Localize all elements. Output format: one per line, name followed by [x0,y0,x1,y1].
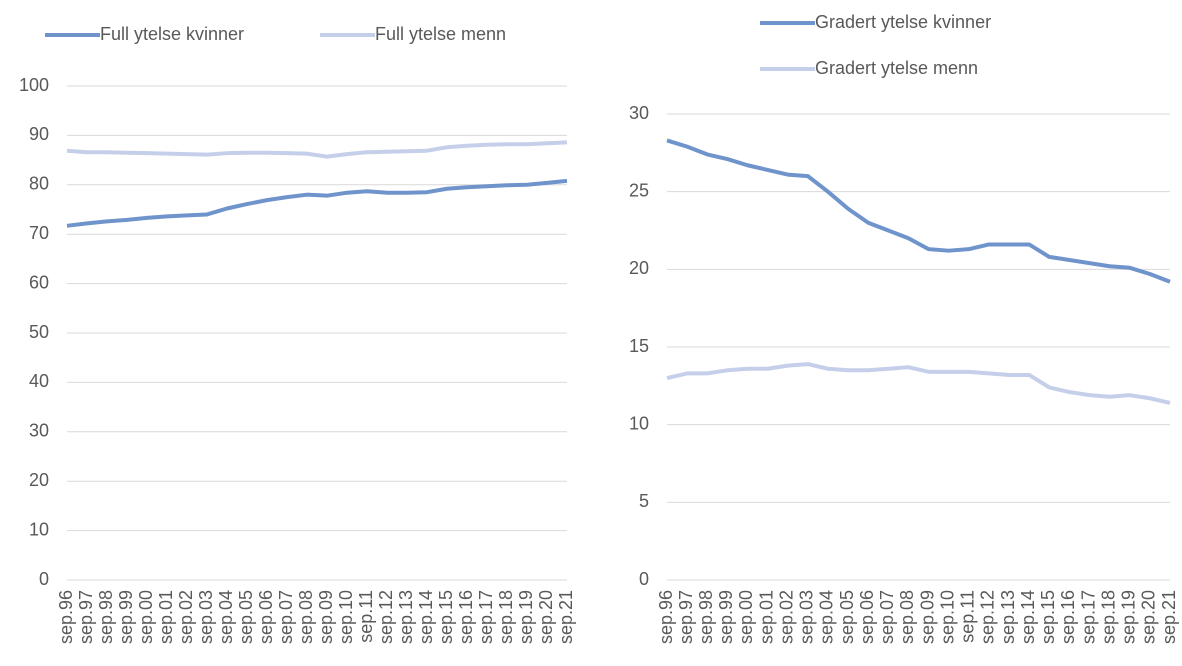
y-tick-label: 0 [39,569,49,589]
x-tick-label: sep.09 [316,590,336,644]
x-tick-label: sep.19 [516,590,536,644]
x-tick-label: sep.04 [817,590,837,644]
x-tick-label: sep.20 [536,590,556,644]
y-tick-label: 60 [29,272,49,292]
y-tick-label: 0 [639,569,649,589]
x-tick-label: sep.14 [1018,590,1038,644]
x-tick-label: sep.14 [416,590,436,644]
x-tick-label: sep.11 [356,590,376,643]
y-tick-label: 90 [29,124,49,144]
x-tick-label: sep.97 [676,590,696,644]
x-tick-label: sep.06 [857,590,877,644]
y-tick-label: 10 [629,413,649,433]
y-tick-label: 15 [629,336,649,356]
x-tick-label: sep.05 [837,590,857,644]
y-tick-label: 80 [29,174,49,194]
x-tick-label: sep.00 [736,590,756,644]
x-tick-label: sep.13 [998,590,1018,644]
x-tick-label: sep.16 [1058,590,1078,644]
x-tick-label: sep.10 [336,590,356,644]
x-tick-label: sep.06 [256,590,276,644]
x-tick-label: sep.20 [1139,590,1159,644]
x-tick-label: sep.21 [1159,590,1179,644]
x-tick-label: sep.10 [937,590,957,644]
x-tick-label: sep.99 [116,590,136,644]
legend-label: Gradert ytelse kvinner [815,12,991,32]
x-tick-label: sep.98 [96,590,116,644]
y-tick-label: 20 [29,470,49,490]
y-tick-label: 20 [629,258,649,278]
x-tick-label: sep.17 [476,590,496,644]
x-tick-label: sep.03 [196,590,216,644]
x-tick-label: sep.15 [436,590,456,644]
x-tick-label: sep.00 [136,590,156,644]
x-tick-label: sep.18 [1098,590,1118,644]
x-tick-label: sep.02 [776,590,796,644]
x-tick-label: sep.07 [276,590,296,644]
x-tick-label: sep.18 [496,590,516,644]
y-tick-label: 70 [29,223,49,243]
x-tick-label: sep.15 [1038,590,1058,644]
y-tick-label: 50 [29,322,49,342]
data-line [66,178,568,228]
legend-label: Gradert ytelse menn [815,58,978,78]
x-tick-label: sep.02 [176,590,196,644]
x-tick-label: sep.13 [396,590,416,644]
data-line [66,140,568,159]
x-tick-label: sep.19 [1119,590,1139,644]
x-tick-label: sep.12 [376,590,396,644]
legend-label: Full ytelse kvinner [100,24,244,44]
x-tick-label: sep.97 [76,590,96,644]
y-tick-label: 100 [19,75,49,95]
x-tick-label: sep.98 [696,590,716,644]
x-tick-label: sep.08 [296,590,316,644]
x-tick-label: sep.21 [556,590,576,644]
x-tick-label: sep.08 [897,590,917,644]
x-tick-label: sep.17 [1078,590,1098,644]
y-tick-label: 30 [29,421,49,441]
x-tick-label: sep.03 [797,590,817,644]
y-tick-label: 25 [629,180,649,200]
y-tick-label: 30 [629,103,649,123]
x-tick-label: sep.99 [716,590,736,644]
x-tick-label: sep.01 [156,590,176,644]
y-tick-label: 40 [29,371,49,391]
x-tick-label: sep.16 [456,590,476,644]
x-tick-label: sep.07 [877,590,897,644]
x-tick-label: sep.09 [917,590,937,644]
x-tick-label: sep.12 [978,590,998,644]
x-tick-label: sep.01 [756,590,776,644]
x-tick-label: sep.05 [236,590,256,644]
data-line [666,138,1171,284]
x-tick-label: sep.04 [216,590,236,644]
x-tick-label: sep.11 [958,590,978,643]
legend-label: Full ytelse menn [375,24,506,44]
x-tick-label: sep.96 [656,590,676,644]
y-tick-label: 5 [639,491,649,511]
x-tick-label: sep.96 [56,590,76,644]
data-line [666,362,1171,405]
y-tick-label: 10 [29,519,49,539]
